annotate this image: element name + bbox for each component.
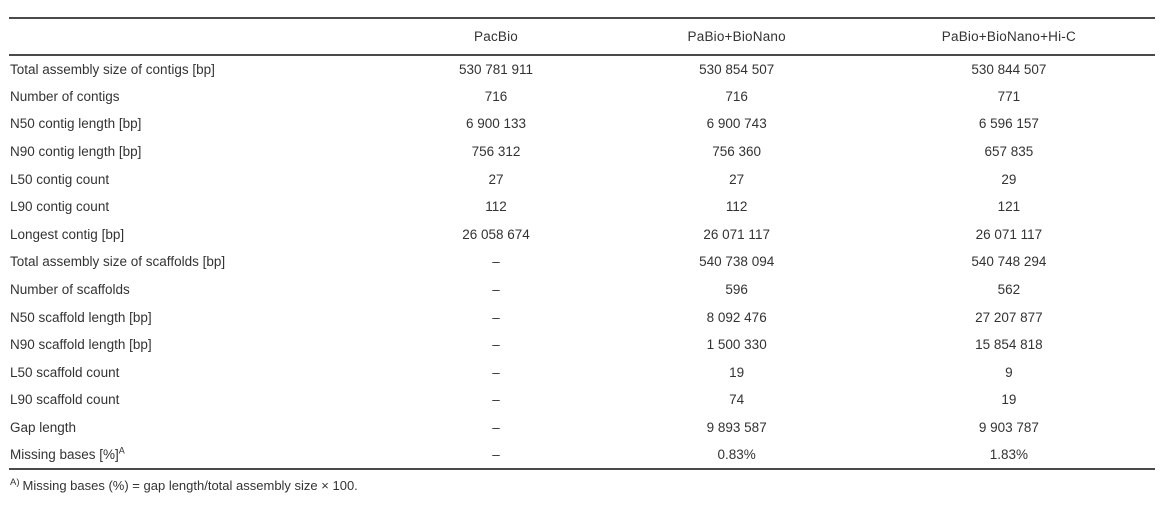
row-label: Longest contig [bp] [10, 226, 125, 242]
cell-value: 756 312 [471, 144, 521, 160]
cell-value: 9 [1005, 364, 1013, 380]
row-label: Missing bases [%] [10, 447, 119, 463]
cell-value: 27 [729, 171, 745, 187]
cell-value: 771 [997, 88, 1021, 104]
cell-value: 1 500 330 [706, 337, 767, 353]
table-row: N90 scaffold length [bp] – 1 500 330 15 … [9, 331, 1155, 359]
cell-value: 756 360 [712, 144, 762, 160]
row-label: N90 scaffold length [bp] [10, 337, 152, 353]
cell-value: 562 [997, 282, 1021, 298]
cell-value: 716 [725, 88, 748, 104]
header-row: PacBio PaBio+BioNano PaBio+BioNano+Hi-C [9, 18, 1155, 55]
footnote-reference-superscript: A [118, 445, 125, 456]
table-row: Gap length – 9 893 587 9 903 787 [9, 414, 1155, 442]
cell-value: – [492, 392, 500, 408]
footnote-text: Missing bases (%) = gap length/total ass… [22, 477, 358, 493]
cell-value: – [492, 447, 500, 463]
table-row: Total assembly size of scaffolds [bp] – … [9, 248, 1155, 276]
table-row: Number of scaffolds – 596 562 [9, 276, 1155, 304]
cell-value: 540 738 094 [699, 254, 775, 270]
cell-value: 74 [729, 392, 745, 408]
cell-value: 19 [1001, 392, 1017, 408]
row-label: Total assembly size of contigs [bp] [10, 61, 215, 77]
cell-value: – [492, 337, 500, 353]
table-body: Total assembly size of contigs [bp] 530 … [9, 55, 1155, 469]
row-label: L90 contig count [10, 199, 110, 215]
cell-value: 596 [725, 282, 748, 298]
cell-value: 6 596 157 [978, 116, 1039, 132]
cell-value: 540 748 294 [971, 254, 1047, 270]
table-row: L50 contig count 27 27 29 [9, 165, 1155, 193]
table-row: Missing bases [%]A – 0.83% 1.83% [9, 441, 1155, 469]
table-footnote: A) Missing bases (%) = gap length/total a… [9, 476, 1155, 493]
table-row: N50 scaffold length [bp] – 8 092 476 27 … [9, 303, 1155, 331]
cell-value: – [492, 282, 500, 298]
cell-value: 121 [997, 199, 1021, 215]
cell-value: 716 [484, 88, 508, 104]
cell-value: 530 781 911 [458, 61, 534, 77]
cell-value: – [492, 364, 500, 380]
row-label: Number of contigs [10, 88, 120, 104]
cell-value: 26 071 117 [975, 226, 1043, 242]
row-label-with-superscript: Missing bases [%]A [9, 441, 381, 469]
row-label: Gap length [10, 420, 77, 436]
cell-value: 112 [725, 199, 748, 215]
table-row: L90 scaffold count – 74 19 [9, 386, 1155, 414]
table-row: Longest contig [bp] 26 058 674 26 071 11… [9, 221, 1155, 249]
header-pabio-bionano-hic: PaBio+BioNano+Hi-C [941, 29, 1076, 44]
cell-value: 6 900 743 [706, 116, 767, 132]
header-metric-blank [9, 18, 381, 55]
table-row: L50 scaffold count – 19 9 [9, 359, 1155, 387]
cell-value: 0.83% [717, 447, 756, 463]
cell-value: 15 854 818 [975, 337, 1043, 353]
table-row: L90 contig count 112 112 121 [9, 193, 1155, 221]
assembly-statistics-table: PacBio PaBio+BioNano PaBio+BioNano+Hi-C … [9, 17, 1155, 470]
row-label: N90 contig length [bp] [10, 144, 142, 160]
cell-value: 26 058 674 [462, 226, 530, 242]
table-row: Total assembly size of contigs [bp] 530 … [9, 55, 1155, 83]
cell-value: 9 893 587 [706, 420, 767, 436]
table-row: N50 contig length [bp] 6 900 133 6 900 7… [9, 110, 1155, 138]
row-label: N50 scaffold length [bp] [10, 309, 152, 325]
cell-value: 27 [488, 171, 504, 187]
cell-value: 26 071 117 [703, 226, 770, 242]
footnote-marker: A) [10, 476, 20, 488]
row-label: N50 contig length [bp] [10, 116, 142, 132]
cell-value: – [492, 254, 500, 270]
table-row: N90 contig length [bp] 756 312 756 360 6… [9, 138, 1155, 166]
cell-value: 6 900 133 [466, 116, 527, 132]
assembly-statistics-table-page: PacBio PaBio+BioNano PaBio+BioNano+Hi-C … [9, 17, 1155, 493]
row-label: L50 contig count [10, 171, 110, 187]
cell-value: 9 903 787 [978, 420, 1039, 436]
cell-value: – [492, 420, 500, 436]
cell-value: 530 854 507 [699, 61, 775, 77]
cell-value: 1.83% [989, 447, 1028, 463]
row-label: L90 scaffold count [10, 392, 120, 408]
cell-value: 112 [485, 199, 507, 215]
cell-value: 19 [729, 364, 745, 380]
row-label: L50 scaffold count [10, 364, 120, 380]
table-row: Number of contigs 716 716 771 [9, 83, 1155, 111]
cell-value: 8 092 476 [706, 309, 767, 325]
cell-value: 657 835 [984, 144, 1034, 160]
cell-value: – [492, 309, 500, 325]
cell-value: 27 207 877 [975, 309, 1043, 325]
table-header: PacBio PaBio+BioNano PaBio+BioNano+Hi-C [9, 18, 1155, 55]
cell-value: 530 844 507 [971, 61, 1047, 77]
cell-value: 29 [1001, 171, 1017, 187]
header-pabio-bionano: PaBio+BioNano [687, 29, 786, 44]
header-pacbio: PacBio [474, 29, 519, 44]
row-label: Number of scaffolds [10, 282, 130, 298]
row-label: Total assembly size of scaffolds [bp] [10, 254, 226, 270]
